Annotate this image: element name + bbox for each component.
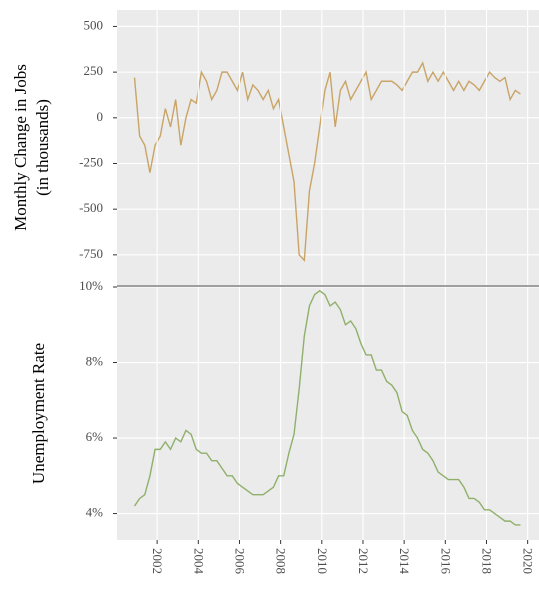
y-tick-label: -750: [79, 246, 103, 261]
y-tick-label: 6%: [86, 429, 104, 444]
y-axis-title: Unemployment Rate: [29, 343, 48, 484]
y-tick-label: 10%: [79, 278, 103, 293]
x-tick-label: 2002: [150, 548, 165, 574]
y-axis-title: Monthly Change in Jobs: [11, 64, 30, 231]
x-tick-label: 2004: [191, 548, 206, 575]
y-tick-label: -250: [79, 154, 103, 169]
y-tick-label: 0: [97, 109, 104, 124]
data-line: [133, 289, 521, 526]
x-tick-label: 2014: [397, 548, 412, 575]
y-tick-label: 4%: [86, 505, 104, 520]
layer: 500 250 0 -250 -500 -750 Monthly Change in Job…: [11, 10, 539, 575]
y-tick-label: 250: [84, 63, 104, 78]
y-tick-label: 500: [84, 17, 104, 32]
x-tick-label: 2020: [521, 548, 536, 574]
x-tick-label: 2010: [315, 548, 330, 574]
panel-top: [117, 10, 539, 285]
x-tick-label: 2018: [479, 548, 494, 574]
y-tick-label: -500: [79, 200, 103, 215]
panel-bottom: [117, 287, 539, 540]
y-axis-title: (in thousands): [33, 99, 52, 196]
x-tick-label: 2012: [356, 548, 371, 574]
x-tick-label: 2008: [274, 548, 289, 574]
x-tick-label: 2006: [232, 548, 247, 575]
x-tick-label: 2016: [438, 548, 453, 575]
y-tick-label: 8%: [86, 354, 104, 369]
